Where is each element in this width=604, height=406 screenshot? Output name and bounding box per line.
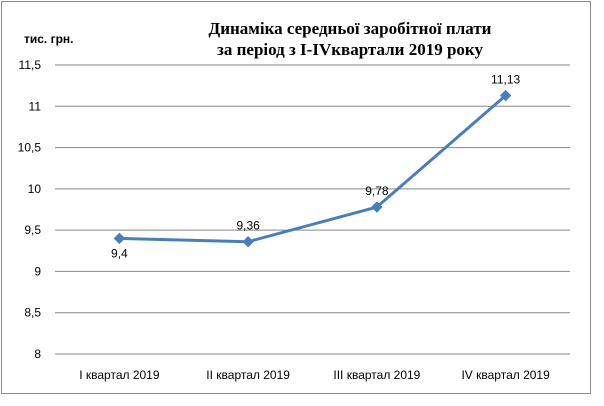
data-point-marker [242,235,254,248]
data-label: 9,36 [236,219,260,233]
chart-frame [1,1,591,394]
series-line [119,94,507,244]
data-label: 9,78 [365,184,389,198]
y-tick-label: 9 [34,264,41,278]
x-tick-label: II квартал 2019 [206,368,290,382]
data-point-marker [371,201,383,213]
x-tick-label: IV квартал 2019 [461,368,550,382]
y-tick-label: 8 [34,347,41,361]
data-point-marker [113,232,126,245]
y-tick-label: 11,5 [19,58,42,72]
y-axis-unit-label: тис. грн. [24,32,74,46]
data-point-marker [499,89,512,102]
y-tick-label: 11 [29,99,42,113]
data-label: 9,4 [111,246,128,260]
y-tick-label: 8,5 [24,306,41,320]
chart-title-line-2: за період з I-IVквартали 2019 року [217,40,483,59]
y-tick-label: 10,5 [18,141,42,155]
chart-title: Динаміка середньої заробітної плати за п… [180,18,520,60]
chart-title-line-1: Динаміка середньої заробітної плати [208,19,492,38]
data-label: 11,13 [491,73,520,87]
x-tick-label: I квартал 2019 [79,368,160,382]
x-tick-label: III квартал 2019 [333,368,420,382]
y-tick-label: 10 [28,182,42,196]
y-tick-label: 9,5 [24,223,41,237]
